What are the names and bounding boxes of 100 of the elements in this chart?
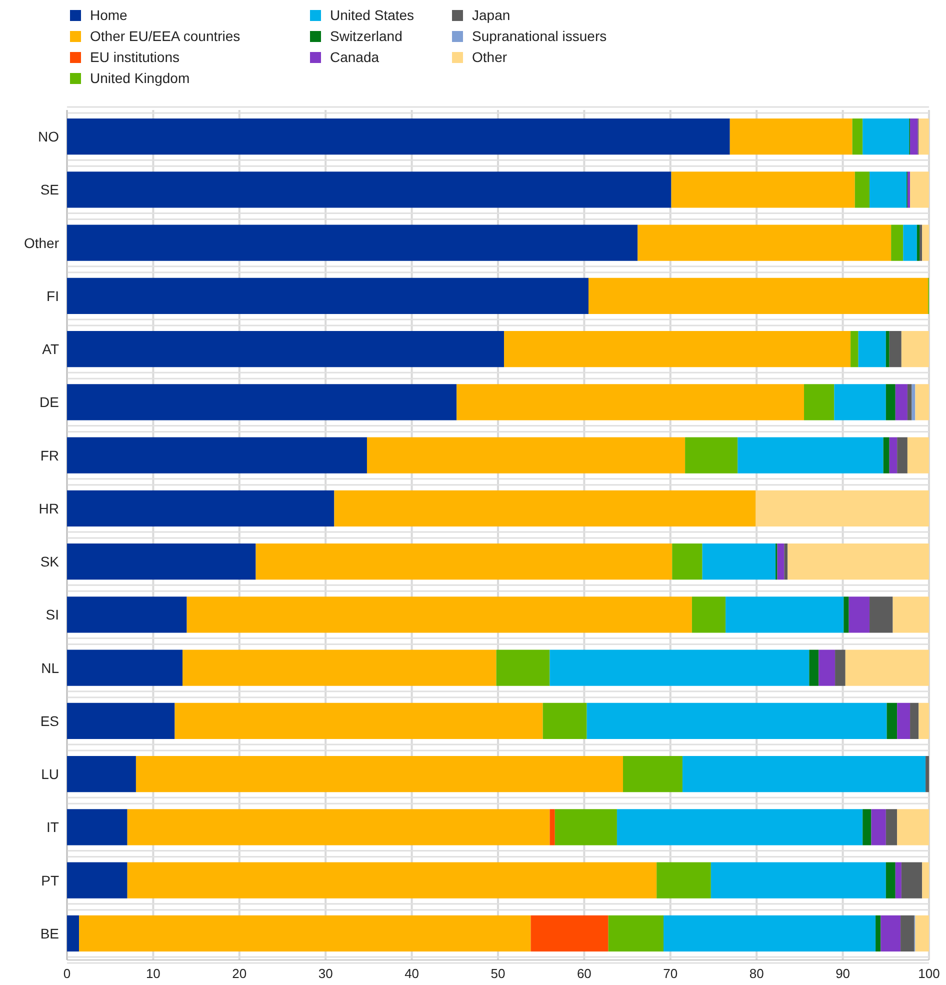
bar xyxy=(920,224,922,261)
x-tick-label: 30 xyxy=(318,966,333,981)
bar xyxy=(897,437,908,474)
y-tick-label: FR xyxy=(40,447,59,464)
bar xyxy=(907,384,912,420)
bar xyxy=(818,650,836,686)
bar xyxy=(672,544,702,580)
bar xyxy=(907,437,929,474)
bar xyxy=(186,596,692,633)
bar xyxy=(67,756,136,792)
bar xyxy=(256,544,672,580)
bar xyxy=(366,437,686,474)
bar xyxy=(886,702,898,739)
bar xyxy=(127,809,550,846)
bar xyxy=(883,437,890,474)
bar xyxy=(67,862,128,898)
bar xyxy=(67,331,504,368)
bar xyxy=(886,862,896,898)
y-tick-label: AT xyxy=(42,341,60,358)
bar xyxy=(622,756,682,792)
bar xyxy=(638,224,892,261)
bar xyxy=(788,544,929,580)
bar xyxy=(889,437,898,474)
bar xyxy=(67,702,175,739)
bar xyxy=(886,331,890,368)
bar xyxy=(895,384,908,420)
bar xyxy=(910,172,929,208)
bar xyxy=(334,490,756,526)
bar xyxy=(664,915,876,952)
bar xyxy=(922,224,929,261)
bar xyxy=(456,384,804,420)
legend-label: Home xyxy=(90,7,128,23)
bar xyxy=(834,384,886,420)
bar xyxy=(918,702,929,739)
bar xyxy=(922,862,929,898)
bar xyxy=(862,809,872,846)
y-tick-label: SE xyxy=(40,182,59,198)
legend-label: EU institutions xyxy=(90,49,180,65)
bar xyxy=(656,862,711,898)
bar xyxy=(886,809,898,846)
bar xyxy=(67,650,183,686)
bar xyxy=(915,915,929,952)
y-tick-label: BE xyxy=(40,925,59,942)
x-tick-label: 80 xyxy=(749,966,764,981)
bar xyxy=(910,118,918,155)
bar xyxy=(870,596,893,633)
bar xyxy=(897,809,929,846)
bar xyxy=(900,915,914,952)
bar xyxy=(588,278,928,314)
x-tick-label: 20 xyxy=(232,966,247,981)
bar xyxy=(876,915,881,952)
x-tick-label: 70 xyxy=(663,966,678,981)
bar xyxy=(608,915,664,952)
bar xyxy=(67,384,457,420)
y-tick-label: PT xyxy=(41,872,60,888)
bar xyxy=(738,437,884,474)
bar xyxy=(886,384,896,420)
x-tick-label: 50 xyxy=(490,966,506,981)
bar xyxy=(67,809,128,846)
bar xyxy=(756,490,929,526)
bar xyxy=(496,650,550,686)
bar xyxy=(845,650,929,686)
bar xyxy=(784,544,788,580)
y-tick-label: NO xyxy=(38,128,60,145)
bar xyxy=(804,384,834,420)
bar xyxy=(910,702,919,739)
bar xyxy=(915,384,929,420)
bar xyxy=(586,702,887,739)
legend-label: Other xyxy=(472,49,508,65)
bar xyxy=(870,172,907,208)
bar xyxy=(726,596,844,633)
bar xyxy=(554,809,617,846)
bar xyxy=(682,756,926,792)
bar xyxy=(858,331,886,368)
legend-label: Switzerland xyxy=(330,28,402,44)
bar xyxy=(848,596,870,633)
bar xyxy=(926,756,929,792)
bar xyxy=(67,118,730,155)
y-tick-label: IT xyxy=(46,819,60,836)
y-tick-label: SI xyxy=(46,606,59,623)
bar xyxy=(685,437,738,474)
bar xyxy=(916,224,920,261)
bar xyxy=(710,862,886,898)
bar xyxy=(871,809,886,846)
bar xyxy=(174,702,543,739)
x-tick-label: 90 xyxy=(836,966,850,981)
bar xyxy=(136,756,623,792)
x-tick-label: 60 xyxy=(576,966,592,981)
bar xyxy=(182,650,496,686)
y-tick-label: HR xyxy=(38,500,59,516)
bar xyxy=(835,650,846,686)
bar xyxy=(67,437,367,474)
bar xyxy=(895,862,902,898)
bar xyxy=(901,331,929,368)
bar xyxy=(616,809,863,846)
bar xyxy=(891,224,904,261)
bar xyxy=(671,172,855,208)
bar xyxy=(889,331,902,368)
legend-label: Supranational issuers xyxy=(472,28,607,44)
bar xyxy=(907,172,910,208)
